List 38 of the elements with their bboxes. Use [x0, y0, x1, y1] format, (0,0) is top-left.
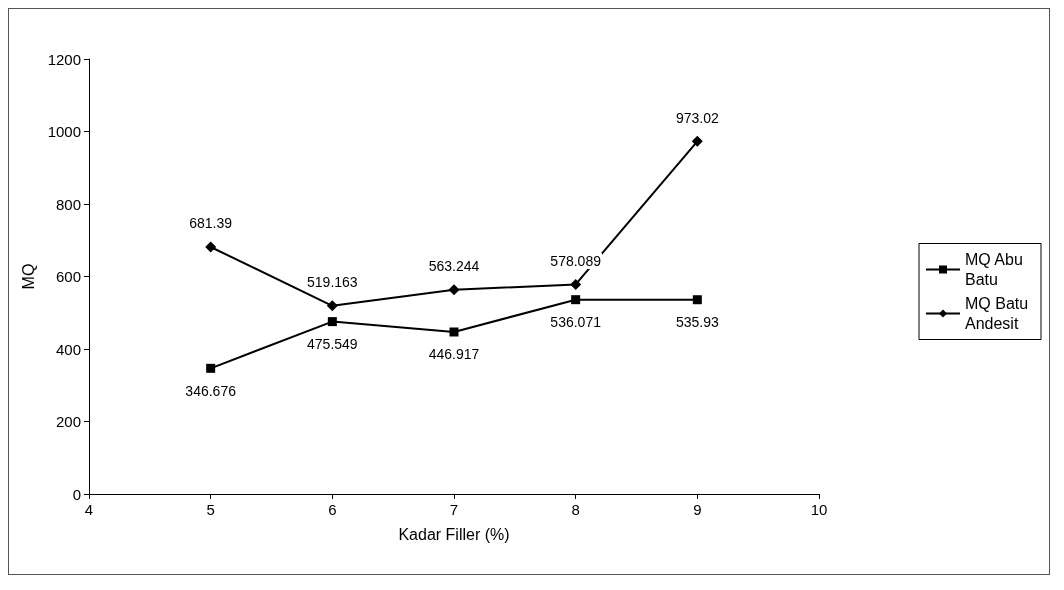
point	[205, 241, 217, 253]
y-tick-label: 800	[55, 195, 81, 213]
data-label: 578.089	[550, 252, 602, 269]
point	[571, 295, 581, 305]
legend-label: MQ Abu Batu	[965, 251, 1028, 288]
data-label: 446.917	[428, 346, 480, 363]
legend-label: MQ Batu Andesit	[965, 295, 1033, 332]
point	[448, 284, 460, 296]
point	[449, 327, 459, 337]
point	[206, 363, 216, 373]
data-label: 973.02	[675, 109, 719, 126]
x-tick-label: 6	[328, 501, 337, 518]
y-tick-label: 0	[72, 485, 81, 503]
data-label: 346.676	[185, 382, 237, 399]
x-tick-label: 5	[206, 501, 215, 518]
y-tick-label: 1200	[47, 50, 81, 68]
y-tick-label: 400	[55, 340, 81, 358]
data-label: 536.071	[550, 314, 602, 331]
x-tick-label: 8	[571, 501, 580, 518]
x-tick-label: 4	[84, 501, 94, 518]
x-tick-label: 10	[810, 501, 828, 518]
x-tick-label: 9	[693, 501, 702, 518]
point	[327, 317, 337, 327]
point	[326, 300, 338, 312]
data-label: 475.549	[307, 336, 358, 353]
data-label: 681.39	[189, 215, 233, 232]
y-axis-title: MQ	[20, 263, 38, 290]
point	[570, 278, 582, 290]
data-label: 563.244	[428, 258, 480, 275]
x-axis-title: Kadar Filler (%)	[398, 525, 510, 543]
y-tick-label: 200	[55, 413, 81, 430]
y-tick-label: 1000	[47, 123, 81, 140]
data-label: 535.93	[675, 314, 719, 331]
data-label: 519.163	[307, 274, 358, 291]
point	[692, 295, 702, 305]
y-tick-label: 600	[55, 268, 81, 285]
x-tick-label: 7	[449, 501, 459, 518]
point	[691, 135, 703, 147]
